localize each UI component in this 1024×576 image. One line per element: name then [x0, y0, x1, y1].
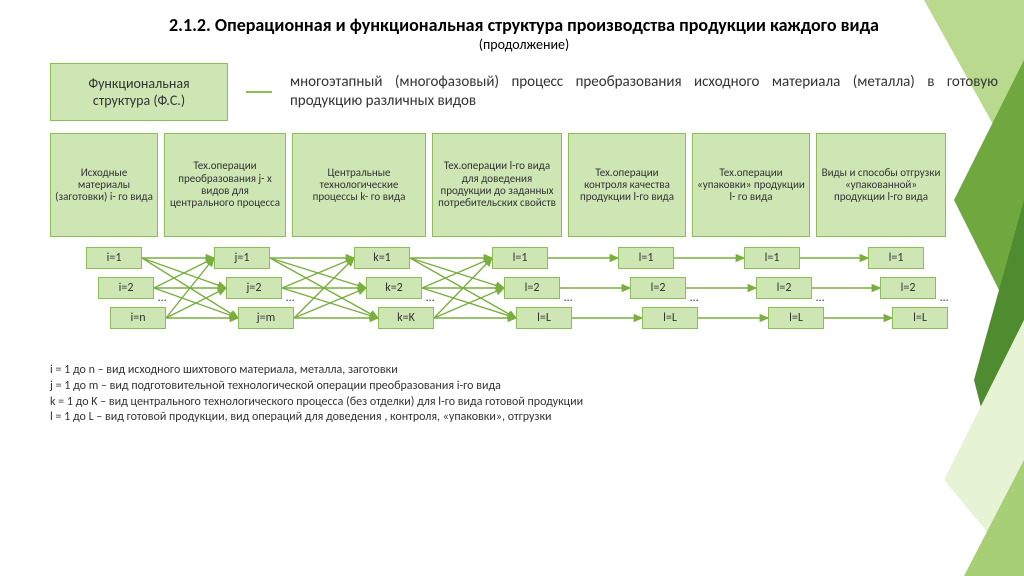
index-box: k=2	[366, 277, 422, 299]
stage-box-5: Тех.операции «упаковки» продукции l- го …	[692, 133, 810, 237]
ellipsis: …	[690, 291, 698, 305]
index-box: i=2	[98, 277, 154, 299]
index-box: k=K	[378, 307, 434, 329]
ellipsis: …	[158, 291, 166, 305]
legend-line: i = 1 до n – вид исходного шихтового мат…	[50, 363, 998, 379]
legend: i = 1 до n – вид исходного шихтового мат…	[50, 363, 998, 426]
index-box: j=m	[238, 307, 294, 329]
stage-box-3: Тех.операции l-го вида для доведения про…	[432, 133, 562, 237]
index-box: l=2	[880, 277, 936, 299]
index-box: l=L	[892, 307, 948, 329]
definition-text: многоэтапный (многофазовый) процесс прео…	[290, 73, 998, 111]
legend-line: k = 1 до K – вид центрального технологич…	[50, 395, 998, 411]
stage-box-4: Тех.операции контроля качества продукции…	[568, 133, 686, 237]
stage-box-0: Исходные материалы (заготовки) i- го вид…	[50, 133, 158, 237]
index-box: l=2	[756, 277, 812, 299]
legend-line: j = 1 до m – вид подготовительной технол…	[50, 379, 998, 395]
stage-box-6: Виды и способы отгрузки «упакованной» пр…	[816, 133, 946, 237]
header-row: Функциональная структура (Ф.С.) многоэта…	[50, 63, 998, 121]
index-box: l=L	[768, 307, 824, 329]
index-box: l=1	[492, 247, 548, 269]
index-box: l=2	[630, 277, 686, 299]
index-box: l=1	[744, 247, 800, 269]
index-boxes-area: i=1 i=2 … i=n j=1 j=2 … j=m k=1 k=2 … k=K l=1 l=2 … l=L…	[50, 245, 998, 357]
dash-connector	[246, 91, 272, 93]
index-box: l=1	[868, 247, 924, 269]
fs-line1: Функциональная	[88, 75, 189, 92]
index-box: i=1	[86, 247, 142, 269]
index-box: l=L	[516, 307, 572, 329]
ellipsis: …	[426, 291, 434, 305]
index-box: l=1	[618, 247, 674, 269]
stage-box-2: Центральные технологические процессы k- …	[292, 133, 426, 237]
slide-content: 2.1.2. Операционная и функциональная стр…	[0, 0, 1024, 434]
stage-box-1: Тех.операции преобразования j- х видов д…	[164, 133, 286, 237]
legend-line: l = 1 до L – вид готовой продукции, вид …	[50, 410, 998, 426]
index-box: i=n	[110, 307, 166, 329]
ellipsis: …	[816, 291, 824, 305]
slide-subtitle: (продолжение)	[50, 36, 998, 53]
index-box: j=1	[214, 247, 270, 269]
ellipsis: …	[286, 291, 294, 305]
slide-title: 2.1.2. Операционная и функциональная стр…	[50, 14, 998, 36]
index-box: l=2	[504, 277, 560, 299]
fs-line2: структура (Ф.С.)	[88, 92, 189, 109]
index-box: l=L	[642, 307, 698, 329]
functional-structure-box: Функциональная структура (Ф.С.)	[50, 63, 228, 121]
index-box: k=1	[354, 247, 410, 269]
ellipsis: …	[564, 291, 572, 305]
stage-columns: Исходные материалы (заготовки) i- го вид…	[50, 133, 998, 237]
ellipsis: …	[940, 291, 948, 305]
index-box: j=2	[226, 277, 282, 299]
